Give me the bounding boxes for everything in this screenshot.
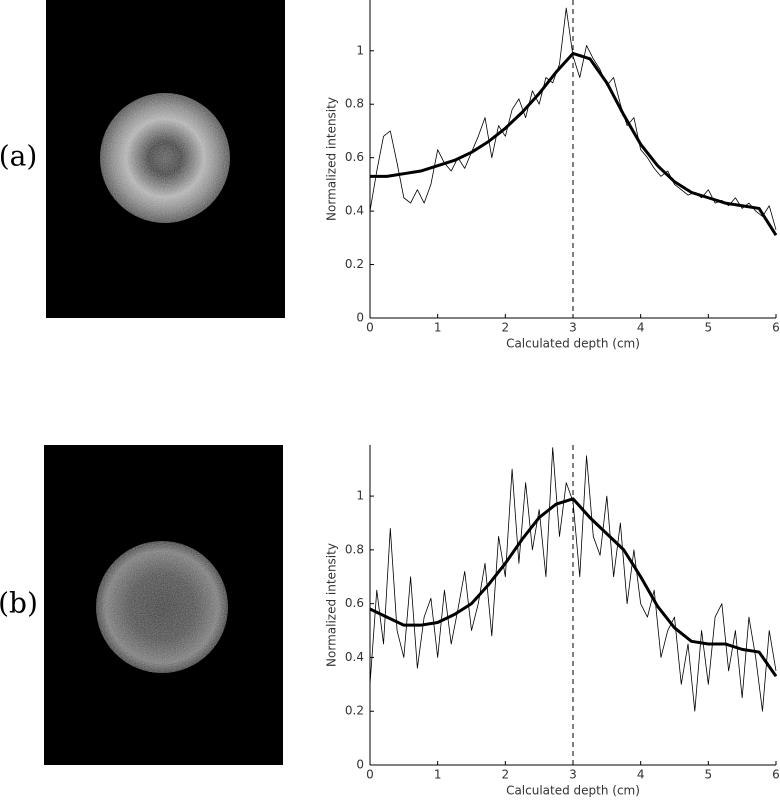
smoothed-profile (369, 497, 778, 678)
raw-profile (369, 447, 777, 712)
image-a-noise (100, 93, 230, 223)
raw-profile (369, 7, 777, 230)
y-tick-label: 0 (356, 311, 364, 325)
x-tick-label: 4 (637, 768, 645, 782)
panel-label: (a) (0, 140, 37, 173)
y-tick-label: 0.2 (345, 704, 364, 718)
x-tick-label: 3 (569, 768, 577, 782)
x-tick-label: 0 (366, 768, 374, 782)
x-tick-label: 4 (637, 321, 645, 335)
x-tick-label: 2 (502, 768, 510, 782)
y-tick-label: 1 (356, 43, 364, 57)
y-tick-label: 0.8 (345, 97, 364, 111)
y-tick-label: 0.6 (345, 150, 364, 164)
y-tick-label: 0 (356, 758, 364, 772)
x-tick-label: 6 (772, 321, 780, 335)
y-tick-label: 0.2 (345, 257, 364, 271)
x-tick-label: 5 (705, 768, 713, 782)
x-tick-label: 3 (569, 321, 577, 335)
y-tick-label: 1 (356, 489, 364, 503)
smoothed-profile (370, 51, 778, 236)
x-tick-label: 5 (705, 321, 713, 335)
y-tick-label: 0.8 (345, 542, 364, 556)
y-tick-label: 0.4 (345, 650, 364, 664)
y-tick-label: 0.6 (345, 596, 364, 610)
x-tick-label: 1 (434, 768, 442, 782)
x-axis-label: Calculated depth (cm) (506, 337, 640, 351)
panel-label: (b) (0, 587, 38, 620)
x-tick-label: 1 (434, 321, 442, 335)
image-b-noise (96, 541, 228, 673)
y-tick-label: 0.4 (345, 204, 364, 218)
x-tick-label: 6 (772, 768, 780, 782)
y-axis-label: Normalized intensity (325, 543, 339, 667)
x-tick-label: 2 (502, 321, 510, 335)
y-axis-label: Normalized intensity (325, 97, 339, 221)
x-tick-label: 0 (366, 321, 374, 335)
x-axis-label: Calculated depth (cm) (506, 784, 640, 798)
